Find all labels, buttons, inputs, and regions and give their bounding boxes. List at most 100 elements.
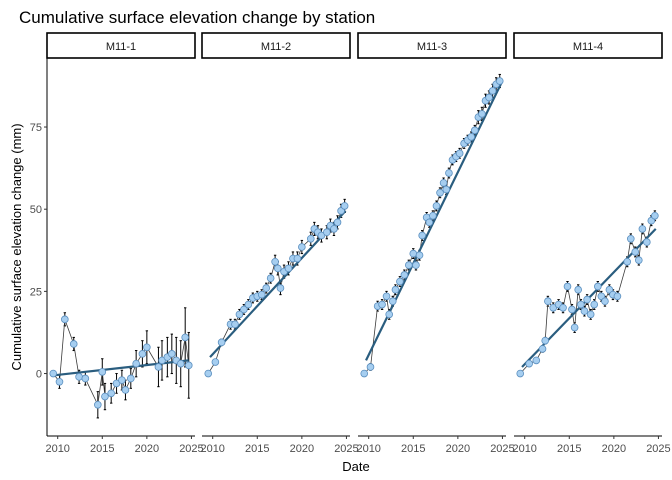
data-point: [631, 248, 640, 256]
data-point: [61, 315, 69, 324]
data-point: [400, 271, 409, 279]
x-tick-label: 2020: [135, 443, 159, 455]
panel-m11-4: M11-4 2010 2015 2020 2025: [512, 32, 671, 455]
data-point: [439, 179, 448, 187]
x-tick-label: 2025: [179, 443, 203, 455]
x-tick-label: 2015: [245, 443, 269, 455]
data-point: [580, 307, 589, 315]
y-tick-label: 0: [36, 369, 42, 381]
panel-m11-2: M11-2 2010 2015 2020 2025: [200, 32, 359, 455]
data-point: [432, 202, 441, 210]
data-point: [577, 300, 585, 309]
data-point: [244, 300, 253, 309]
data-point: [568, 305, 576, 314]
panels-area: M11-1 0 25 50 75 2010 2015 2020 2025 M11-2 2010 201…: [30, 32, 671, 455]
data-point: [549, 304, 558, 312]
panel-m11-3: M11-3 2010 2015 2020 2025: [356, 32, 515, 455]
strip-label: M11-2: [261, 41, 291, 53]
strip-box: [46, 32, 196, 59]
data-point: [323, 228, 331, 237]
strip-box: [201, 32, 351, 59]
x-tick-label: 2015: [401, 443, 425, 455]
panel-m11-1: M11-1 0 25 50 75 2010 2015 2020 2025: [30, 32, 204, 455]
data-point: [298, 243, 306, 251]
data-point: [516, 369, 525, 378]
x-tick-label: 2025: [334, 443, 358, 455]
y-axis-title: Cumulative surface elevation change (mm): [9, 123, 24, 370]
data-point: [284, 264, 293, 273]
data-point: [257, 290, 266, 299]
data-point: [574, 285, 582, 294]
data-point: [396, 277, 404, 286]
data-point: [623, 257, 632, 266]
data-point: [378, 300, 386, 309]
trend-line: [54, 359, 189, 377]
data-point: [613, 292, 622, 301]
data-point: [418, 231, 426, 240]
strip-box: [513, 32, 663, 59]
strip-label: M11-3: [417, 41, 447, 53]
data-point: [570, 323, 579, 332]
data-point: [240, 305, 248, 314]
data-point: [360, 369, 369, 378]
data-point: [651, 211, 659, 220]
data-point: [138, 350, 147, 358]
data-point: [75, 373, 83, 381]
data-point: [538, 345, 547, 353]
data-point: [388, 297, 397, 306]
data-point: [488, 87, 497, 95]
data-point: [98, 368, 107, 376]
data-point: [425, 218, 434, 227]
data-point: [583, 295, 591, 304]
data-point: [330, 225, 338, 233]
data-point: [445, 169, 453, 177]
data-point: [55, 377, 64, 386]
data-point: [638, 225, 647, 233]
chart-title: Cumulative surface elevation change by s…: [19, 8, 375, 27]
data-point: [204, 369, 213, 378]
data-point: [442, 185, 451, 194]
data-point: [541, 336, 550, 345]
data-point: [467, 133, 476, 141]
data-point: [626, 234, 635, 243]
data-point: [176, 359, 185, 368]
x-axis-title: Date: [342, 459, 369, 474]
data-point: [112, 379, 121, 388]
data-point: [235, 310, 244, 319]
data-point: [495, 77, 504, 85]
data-point: [405, 261, 413, 269]
x-tick-label: 2020: [602, 443, 626, 455]
data-point: [385, 310, 394, 319]
y-tick-label: 50: [30, 204, 42, 216]
data-point: [559, 304, 567, 312]
data-point: [262, 284, 270, 292]
data-point: [532, 356, 541, 365]
x-tick-label: 2015: [90, 443, 114, 455]
data-point: [544, 297, 552, 306]
data-point: [586, 310, 595, 319]
data-point: [266, 274, 275, 283]
strip-label: M11-4: [573, 41, 603, 53]
data-point: [107, 389, 115, 398]
data-point: [429, 211, 437, 220]
data-point: [132, 359, 140, 368]
data-point: [121, 386, 130, 394]
data-point: [217, 338, 226, 347]
data-point: [563, 282, 572, 291]
data-point: [635, 256, 643, 264]
data-point: [127, 374, 135, 383]
data-point: [81, 374, 90, 383]
data-point: [317, 231, 326, 240]
data-point: [601, 297, 609, 306]
data-point: [49, 369, 58, 378]
x-tick-label: 2015: [557, 443, 581, 455]
strip-box: [357, 32, 507, 59]
data-point: [409, 249, 418, 258]
x-tick-label: 2010: [200, 443, 224, 455]
data-point: [306, 234, 315, 243]
y-tick-label: 25: [30, 286, 42, 298]
data-point: [273, 264, 282, 273]
data-point: [436, 188, 444, 197]
data-point: [118, 376, 126, 384]
